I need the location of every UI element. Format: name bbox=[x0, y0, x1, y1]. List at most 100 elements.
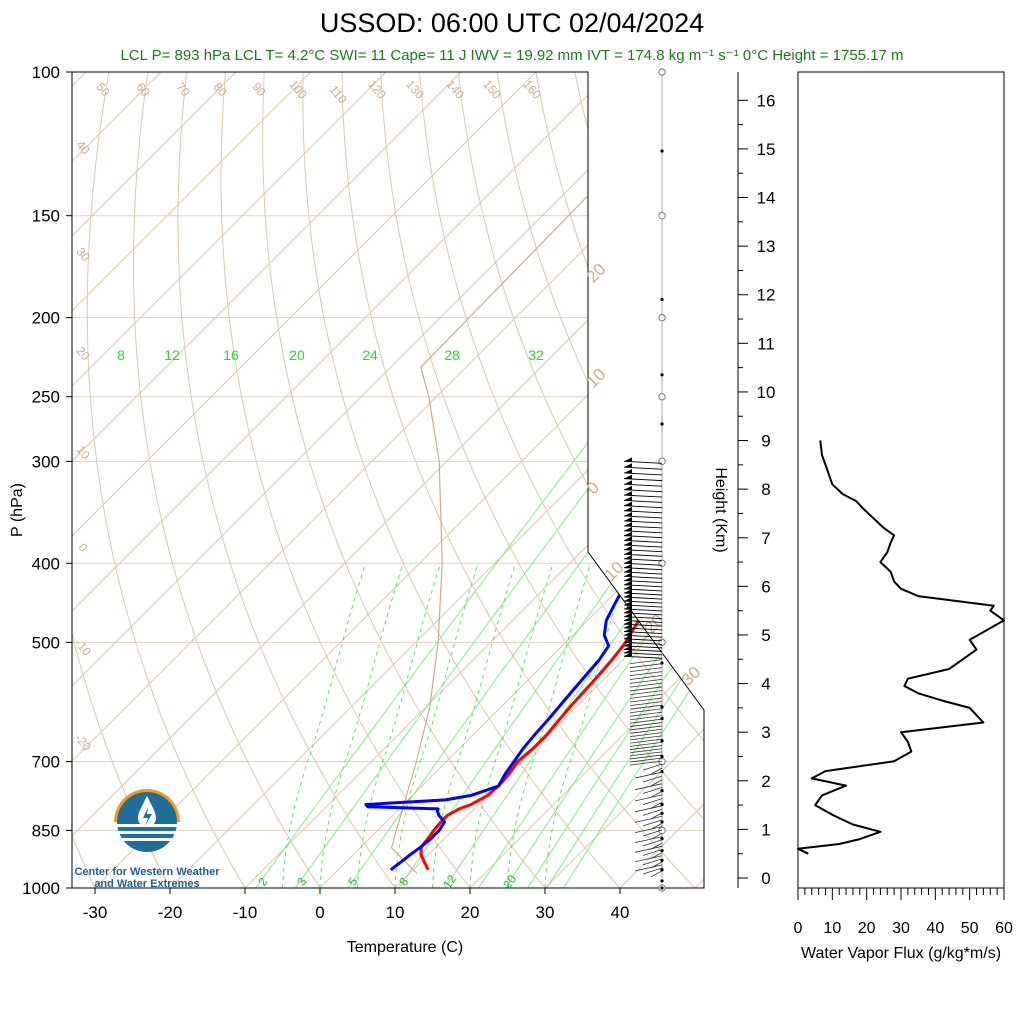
wind-barb bbox=[623, 584, 663, 588]
wind-barb bbox=[642, 787, 663, 794]
wind-dot bbox=[660, 739, 664, 743]
wind-barb bbox=[629, 760, 663, 766]
wind-barb-flag bbox=[624, 559, 632, 564]
wind-barb bbox=[629, 693, 663, 699]
wind-barb bbox=[629, 735, 663, 741]
wind-barb-flag bbox=[624, 631, 632, 636]
wind-barb bbox=[623, 472, 663, 476]
mixing-ratio-label: 8 bbox=[117, 347, 125, 363]
flux-tick-label: 40 bbox=[926, 920, 944, 937]
wind-barb bbox=[642, 819, 663, 827]
wind-barb bbox=[642, 858, 663, 866]
moist-adiabat-line bbox=[544, 563, 629, 888]
dry-adiabat-line bbox=[535, 72, 704, 888]
wind-barb-flag bbox=[624, 480, 632, 485]
wind-barb-flag bbox=[624, 457, 632, 462]
wind-barb bbox=[642, 775, 663, 783]
wind-barb bbox=[642, 839, 663, 847]
height-tick-label: 9 bbox=[761, 432, 770, 451]
wind-barb bbox=[629, 675, 663, 680]
wind-barb-flag bbox=[624, 572, 632, 577]
dry-adiabat-label: 90 bbox=[249, 80, 269, 99]
wind-dot bbox=[660, 858, 664, 862]
dry-adiabat-label: 80 bbox=[210, 80, 230, 99]
wind-barb bbox=[629, 678, 663, 684]
wind-barb-flag bbox=[624, 491, 632, 496]
dry-adiabat-line bbox=[132, 72, 332, 888]
wind-barb bbox=[650, 779, 663, 787]
wind-barb-flag bbox=[624, 627, 632, 632]
dry-adiabat-line bbox=[86, 72, 256, 888]
wind-barb-flag bbox=[624, 496, 632, 501]
wind-barb bbox=[629, 708, 663, 714]
wind-barb bbox=[623, 571, 663, 575]
wind-barb-flag bbox=[624, 516, 632, 521]
wind-dot bbox=[660, 754, 664, 759]
wind-barb bbox=[634, 826, 663, 834]
wind-barb bbox=[623, 608, 663, 612]
wind-barb-flag bbox=[624, 593, 632, 598]
wind-barb bbox=[650, 812, 663, 820]
wind-barb-flag bbox=[624, 563, 632, 568]
pressure-tick-label: 250 bbox=[32, 388, 60, 407]
wind-barb bbox=[623, 600, 663, 604]
wind-barb bbox=[629, 659, 663, 665]
wind-barb bbox=[623, 638, 663, 642]
wind-barb bbox=[642, 808, 663, 816]
wind-barb-flag bbox=[624, 601, 632, 606]
parcel-line bbox=[391, 72, 704, 874]
wind-barb-flag bbox=[624, 623, 632, 628]
wind-barb bbox=[629, 757, 663, 763]
chart-subtitle: LCL P= 893 hPa LCL T= 4.2°C SWI= 11 Cape… bbox=[120, 47, 904, 64]
wind-barb-flag bbox=[624, 648, 632, 653]
dry-adiabat-label: 10 bbox=[73, 443, 93, 462]
wind-barb bbox=[623, 549, 663, 553]
y-axis-label: P (hPa) bbox=[9, 483, 26, 537]
mixing-ratio-label: 32 bbox=[528, 347, 544, 363]
moist-adiabat-line bbox=[507, 563, 592, 888]
temperature-tick-label: -30 bbox=[83, 903, 108, 922]
mixing-ratio-line bbox=[282, 317, 704, 888]
wind-barb-flag bbox=[624, 531, 632, 536]
wind-dot bbox=[660, 868, 664, 872]
mixing-ratio-line bbox=[466, 317, 704, 888]
mixing-ratio-label: 16 bbox=[223, 347, 239, 363]
wind-barb-flag bbox=[624, 554, 632, 559]
wind-barb bbox=[650, 822, 663, 830]
wind-barb bbox=[634, 836, 663, 843]
mixing-ratio-line bbox=[432, 317, 704, 888]
dry-adiabat-label: 0 bbox=[76, 540, 91, 554]
moist-adiabat-line bbox=[357, 563, 442, 888]
wind-barb-flag bbox=[624, 612, 632, 617]
wind-barb bbox=[623, 567, 663, 571]
wind-dot bbox=[660, 886, 664, 890]
flux-tick-label: 20 bbox=[858, 920, 876, 937]
wind-barb-flag bbox=[624, 521, 632, 526]
wind-barb bbox=[629, 722, 663, 727]
isotherm-label: 30 bbox=[678, 663, 705, 690]
flux-tick-label: 0 bbox=[794, 920, 803, 937]
wind-barb-flag bbox=[624, 526, 632, 531]
dry-adiabat-label: 120 bbox=[365, 77, 389, 102]
mixing-ratio-line bbox=[552, 317, 704, 888]
height-tick-label: 2 bbox=[761, 772, 770, 791]
wind-barb bbox=[623, 494, 663, 498]
wind-barb bbox=[623, 592, 663, 596]
dry-adiabat-line bbox=[769, 72, 1024, 905]
wind-barb bbox=[623, 489, 663, 493]
isotherm-line bbox=[302, 72, 704, 888]
dry-adiabat-label: 110 bbox=[327, 83, 350, 107]
pressure-tick-label: 200 bbox=[32, 309, 60, 328]
dry-adiabat-line bbox=[341, 72, 704, 888]
mixing-ratio-line bbox=[516, 317, 704, 888]
mixing-ratio-label: 24 bbox=[362, 347, 378, 363]
isotherm-line bbox=[72, 72, 255, 888]
dry-adiabat-line bbox=[72, 72, 104, 888]
wind-barb bbox=[623, 655, 663, 659]
wind-barb-flag bbox=[624, 620, 632, 625]
isotherm-line bbox=[452, 72, 704, 888]
temperature-tick-label: 30 bbox=[536, 903, 555, 922]
wind-barb bbox=[623, 499, 663, 503]
wind-barb-flag bbox=[624, 550, 632, 555]
